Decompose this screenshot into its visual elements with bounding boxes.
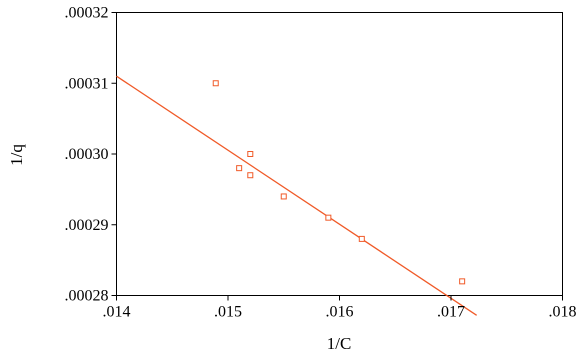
x-tick-label: .014 [103,304,131,321]
y-tick-label: .00030 [65,146,109,163]
data-point [325,214,332,221]
y-tick-label: .00031 [65,75,109,92]
data-point [247,172,254,179]
y-tick-label: .00032 [65,5,109,22]
x-tick-label: .017 [437,304,465,321]
data-point-layer [212,80,466,285]
plot-frame [116,12,563,296]
data-point [212,80,219,87]
y-axis-title: 1/q [7,144,26,166]
x-tick-label: .016 [326,304,354,321]
y-tick-label: .00028 [65,288,109,305]
y-tick-label: .00029 [65,217,109,234]
data-point [247,151,254,157]
data-point [280,193,287,200]
x-tick-label: .015 [214,304,242,321]
data-point [459,278,466,285]
data-point [358,235,365,242]
axis-tick-layer: .00028 .00029 .00030 .00031 .00032 .014 .015 .0… [65,5,577,321]
fit-line-layer [116,75,478,316]
x-tick-label: .018 [549,304,577,321]
fit-line [116,75,478,316]
x-axis-title: 1/C [327,334,352,353]
data-point [236,165,243,172]
